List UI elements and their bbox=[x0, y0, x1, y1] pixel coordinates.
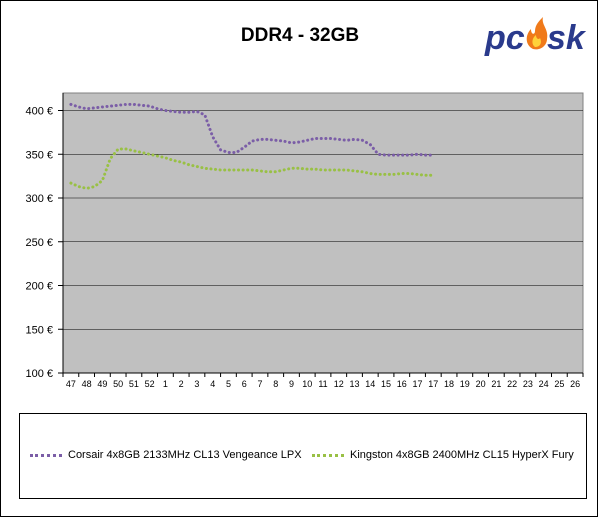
x-tick-label: 24 bbox=[539, 379, 549, 389]
x-tick-label: 22 bbox=[507, 379, 517, 389]
x-tick-label: 17 bbox=[413, 379, 423, 389]
x-tick-label: 2 bbox=[179, 379, 184, 389]
x-tick-label: 21 bbox=[491, 379, 501, 389]
x-tick-label: 52 bbox=[145, 379, 155, 389]
plot-area: 47 48 49 50 51 52 1 2 3 4 5 6 7 8 9 10 11 12 13 14 15 16 17 17 1… bbox=[25, 92, 584, 389]
x-tick-label: 50 bbox=[113, 379, 123, 389]
x-tick-label: 13 bbox=[350, 379, 360, 389]
y-tick-label: 100 € bbox=[25, 368, 53, 380]
y-tick-label: 200 € bbox=[25, 281, 53, 293]
chart-title: DDR4 - 32GB bbox=[240, 25, 360, 46]
x-tick-label: 1 bbox=[163, 379, 168, 389]
x-tick-label: 8 bbox=[273, 379, 278, 389]
x-tick-label: 47 bbox=[66, 379, 76, 389]
svg-text:sk: sk bbox=[547, 19, 587, 57]
legend-label-kingston: Kingston 4x8GB 2400MHz CL15 HyperX Fury bbox=[350, 449, 574, 461]
x-tick-label: 7 bbox=[257, 379, 262, 389]
x-tick-label: 16 bbox=[397, 379, 407, 389]
legend-swatch-corsair bbox=[30, 453, 62, 457]
x-tick-label: 3 bbox=[194, 379, 199, 389]
x-tick-label: 11 bbox=[318, 379, 327, 389]
x-tick-label: 25 bbox=[554, 379, 564, 389]
legend-item-kingston: Kingston 4x8GB 2400MHz CL15 HyperX Fury bbox=[312, 449, 574, 461]
x-tick-label: 14 bbox=[365, 379, 375, 389]
y-tick-label: 300 € bbox=[25, 193, 53, 205]
y-tick-label: 150 € bbox=[25, 324, 53, 336]
legend-item-corsair: Corsair 4x8GB 2133MHz CL13 Vengeance LPX bbox=[30, 449, 302, 461]
x-tick-label: 23 bbox=[523, 379, 533, 389]
x-tick-label: 51 bbox=[129, 379, 139, 389]
y-tick-label: 250 € bbox=[25, 237, 53, 249]
legend-label-corsair: Corsair 4x8GB 2133MHz CL13 Vengeance LPX bbox=[68, 449, 302, 461]
x-tick-label: 6 bbox=[242, 379, 247, 389]
x-tick-label: 20 bbox=[476, 379, 486, 389]
svg-text:pc: pc bbox=[484, 19, 525, 57]
x-tick-label: 19 bbox=[460, 379, 470, 389]
x-tick-label: 49 bbox=[97, 379, 107, 389]
x-tick-label: 9 bbox=[289, 379, 294, 389]
series-line-corsair bbox=[69, 102, 435, 157]
x-tick-label: 4 bbox=[210, 379, 215, 389]
pcask-logo: pc sk bbox=[484, 17, 587, 57]
x-tick-label: 17 bbox=[428, 379, 438, 389]
legend: Corsair 4x8GB 2133MHz CL13 Vengeance LPX… bbox=[19, 413, 587, 499]
y-tick-label: 400 € bbox=[25, 106, 53, 118]
x-tick-label: 15 bbox=[381, 379, 391, 389]
x-tick-label: 48 bbox=[82, 379, 92, 389]
series-line-kingston bbox=[69, 147, 435, 190]
legend-swatch-kingston bbox=[312, 453, 344, 457]
plot-background bbox=[62, 92, 584, 374]
x-tick-label: 10 bbox=[302, 379, 312, 389]
x-tick-label: 18 bbox=[444, 379, 454, 389]
x-tick-label: 26 bbox=[570, 379, 580, 389]
y-tick-label: 350 € bbox=[25, 149, 53, 161]
x-tick-label: 5 bbox=[226, 379, 231, 389]
x-tick-label: 12 bbox=[334, 379, 344, 389]
